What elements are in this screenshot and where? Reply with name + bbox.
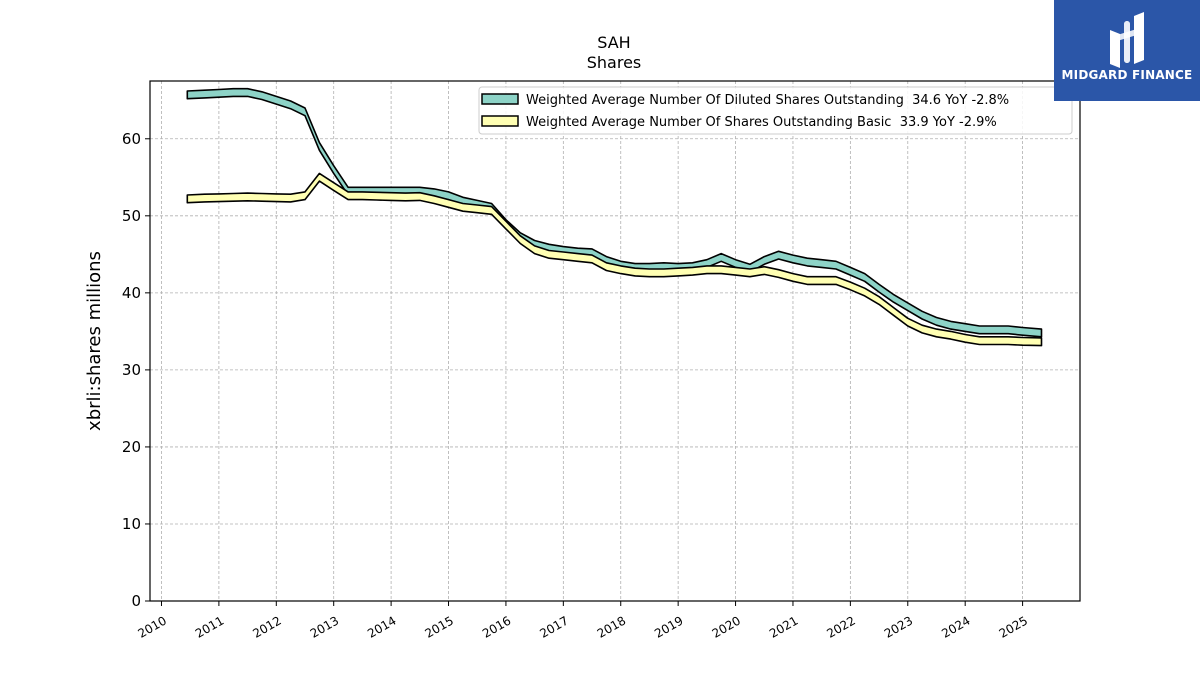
x-tick-label: 2010 [136,613,169,640]
x-tick-label: 2025 [997,613,1030,640]
x-tick-label: 2024 [939,613,972,640]
x-tick-label: 2018 [595,613,628,640]
x-tick-label: 2013 [308,613,341,640]
x-tick-label: 2023 [882,613,915,640]
legend-swatch-diluted [481,93,519,105]
y-tick-label: 0 [131,592,141,610]
chart-title: SAH [597,33,630,52]
legend-box [478,86,1073,135]
x-tick-label: 2012 [250,613,283,640]
x-tick-label: 2019 [652,613,685,640]
legend-label-diluted: Weighted Average Number Of Diluted Share… [526,93,1009,108]
y-tick-label: 10 [122,515,141,533]
legend-swatch-basic [481,115,519,127]
legend: Weighted Average Number Of Diluted Share… [478,86,1073,135]
axes: 0 10 20 30 40 50 60 2010 2011 2012 2013 2014 2015 201… [122,130,1030,641]
x-tick-label: 2016 [480,613,513,640]
y-tick-label: 20 [122,438,141,456]
x-tick-label: 2015 [423,613,456,640]
y-tick-label: 60 [122,130,141,148]
series-layer [186,87,1043,347]
logo-text: MIDGARD FINANCE [1061,68,1193,82]
x-tick-label: 2017 [537,613,570,640]
x-tick-label: 2022 [824,613,857,640]
grid-lines [150,81,1080,602]
y-tick-label: 50 [122,207,141,225]
x-tick-label: 2021 [767,613,800,640]
y-tick-label: 30 [122,361,141,379]
chart-subtitle: Shares [587,53,642,72]
y-axis-label: xbrli:shares millions [84,251,105,431]
plot-frame [149,80,1081,602]
x-tick-label: 2020 [710,613,743,640]
x-tick-label: 2014 [365,613,398,640]
series-band-basic [186,172,1043,347]
midgard-finance-logo: MIDGARD FINANCE [1054,0,1200,101]
logo-mark-icon [1110,12,1144,68]
legend-label-basic: Weighted Average Number Of Shares Outsta… [526,115,997,130]
x-tick-label: 2011 [193,613,226,640]
y-tick-label: 40 [122,284,141,302]
